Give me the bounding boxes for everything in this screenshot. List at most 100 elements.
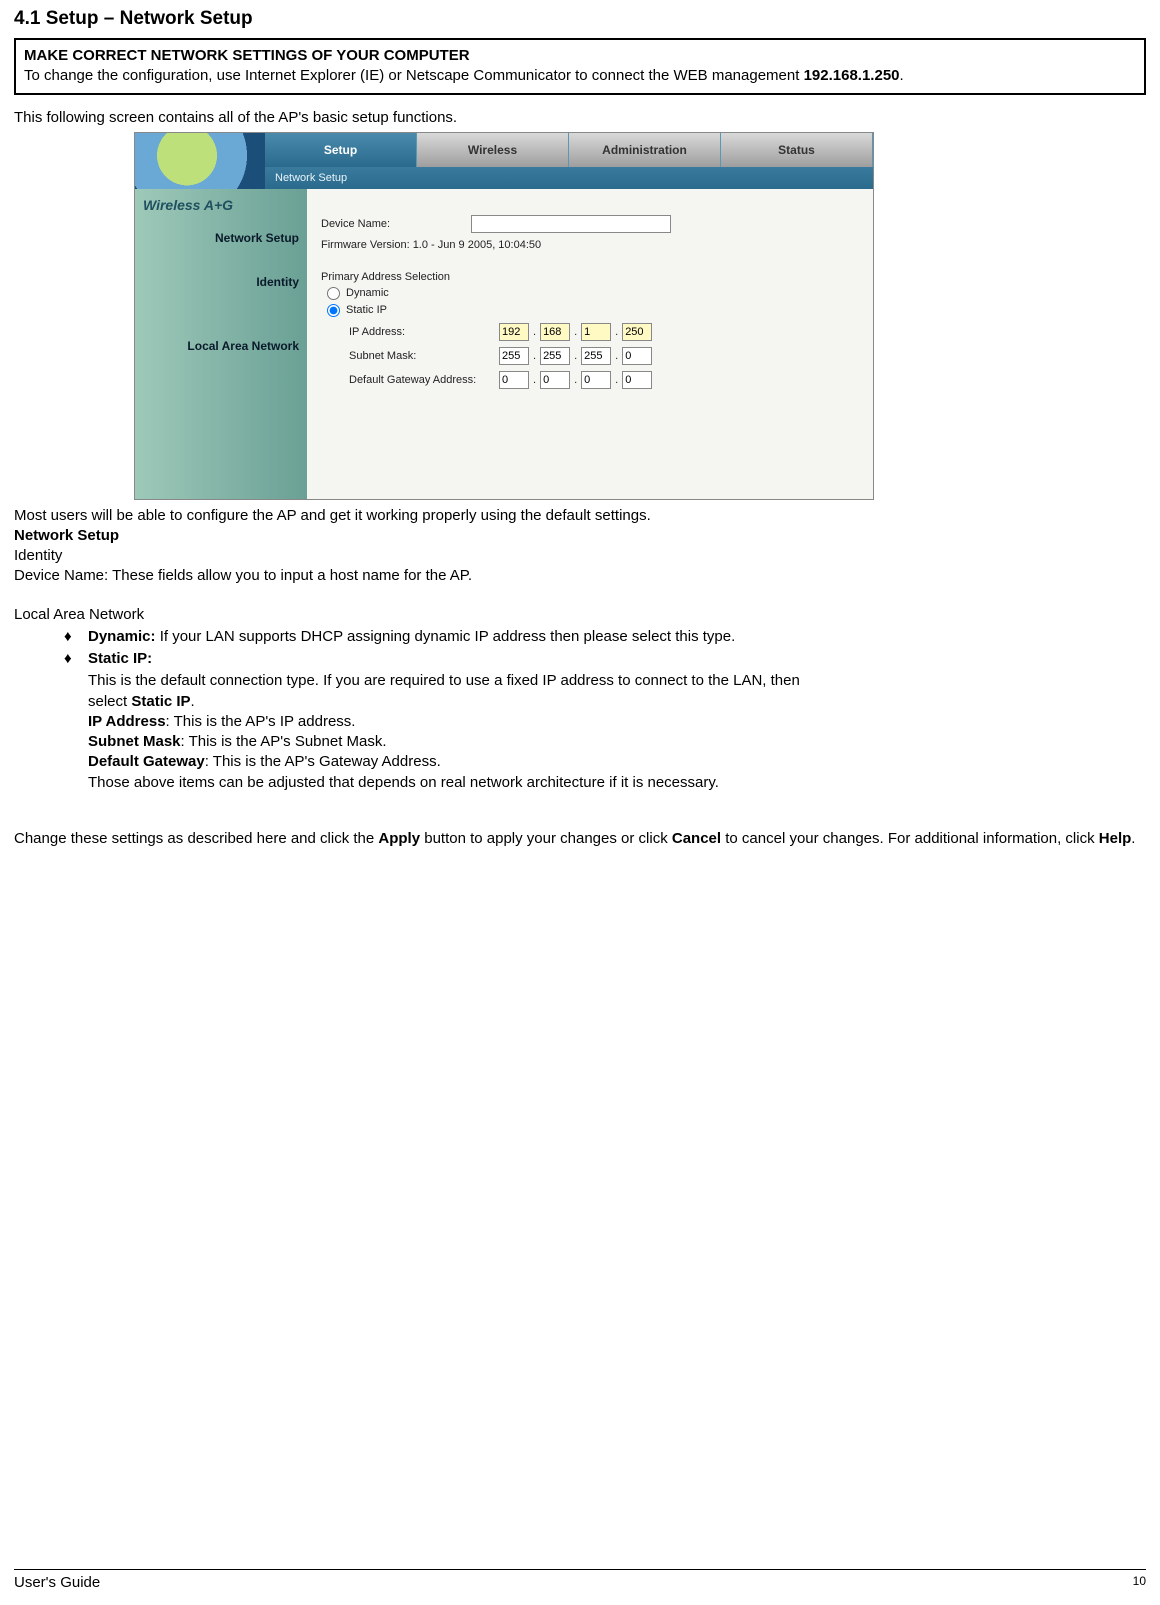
notice-body: To change the configuration, use Interne… bbox=[24, 66, 1136, 86]
tab-setup[interactable]: Setup bbox=[265, 133, 417, 167]
final-line: Change these settings as described here … bbox=[14, 829, 1146, 849]
sub-line1a: This is the default connection type. If … bbox=[88, 671, 1146, 691]
gateway-octet-2[interactable] bbox=[540, 371, 570, 389]
notice-text-a: To change the configuration, use Interne… bbox=[24, 67, 804, 84]
sub-ip: IP Address: This is the AP's IP address. bbox=[88, 712, 1146, 732]
side-identity: Identity bbox=[143, 275, 299, 289]
final-mid1: button to apply your changes or click bbox=[420, 830, 672, 847]
final-cancel: Cancel bbox=[672, 830, 721, 847]
tabs-row: Setup Wireless Administration Status bbox=[265, 133, 873, 167]
sub-sm-rest: : This is the AP's Subnet Mask. bbox=[181, 733, 387, 750]
ip-octet-2[interactable] bbox=[540, 323, 570, 341]
ip-octet-4[interactable] bbox=[622, 323, 652, 341]
side-network-setup: Network Setup bbox=[143, 231, 299, 245]
bullet-static-b: Static IP: bbox=[88, 650, 152, 667]
screenshot-topbar: Setup Wireless Administration Status Net… bbox=[135, 133, 873, 189]
firmware-row: Firmware Version: 1.0 - Jun 9 2005, 10:0… bbox=[321, 239, 859, 251]
final-help: Help bbox=[1099, 830, 1132, 847]
static-radio[interactable] bbox=[327, 304, 340, 317]
screenshot-body: Wireless A+G Network Setup Identity Loca… bbox=[135, 189, 873, 499]
ip-label: IP Address: bbox=[349, 326, 499, 338]
gateway-label: Default Gateway Address: bbox=[349, 374, 499, 386]
dynamic-radio-row: Dynamic bbox=[327, 287, 859, 300]
sub-end: Those above items can be adjusted that d… bbox=[88, 773, 1146, 793]
body-device-name-line: Device Name: These fields allow you to i… bbox=[14, 566, 1146, 586]
body-identity: Identity bbox=[14, 546, 1146, 566]
sub-line1b-bold: Static IP bbox=[131, 693, 190, 710]
static-fields: IP Address: . . . Subnet Mask: . . . bbox=[349, 323, 859, 389]
ip-octet-1[interactable] bbox=[499, 323, 529, 341]
bullet-static: ♦ Static IP: bbox=[64, 649, 1146, 669]
static-radio-row: Static IP bbox=[327, 304, 859, 317]
subnet-octet-1[interactable] bbox=[499, 347, 529, 365]
body-lan-title: Local Area Network bbox=[14, 605, 1146, 625]
final-pre: Change these settings as described here … bbox=[14, 830, 378, 847]
static-radio-label: Static IP bbox=[346, 304, 387, 316]
sub-gw: Default Gateway: This is the AP's Gatewa… bbox=[88, 752, 1146, 772]
notice-ip: 192.168.1.250 bbox=[804, 67, 900, 84]
sub-line1b-pre: select bbox=[88, 693, 131, 710]
screenshot-main-panel: Device Name: Firmware Version: 1.0 - Jun… bbox=[307, 189, 873, 499]
body-network-setup: Network Setup bbox=[14, 527, 119, 544]
sub-line1b: select Static IP. bbox=[88, 692, 1146, 712]
page-number: 10 bbox=[1133, 1574, 1146, 1591]
section-title: 4.1 Setup – Network Setup bbox=[14, 8, 1146, 30]
subnet-octet-4[interactable] bbox=[622, 347, 652, 365]
device-name-input[interactable] bbox=[471, 215, 671, 233]
setup-screenshot: Setup Wireless Administration Status Net… bbox=[134, 132, 874, 500]
notice-title: MAKE CORRECT NETWORK SETTINGS OF YOUR CO… bbox=[24, 46, 1136, 66]
dynamic-radio[interactable] bbox=[327, 287, 340, 300]
screenshot-sidebar: Wireless A+G Network Setup Identity Loca… bbox=[135, 189, 307, 499]
footer-line: User's Guide 10 bbox=[14, 1569, 1146, 1591]
ip-cells: . . . bbox=[499, 323, 652, 341]
bullet-icon: ♦ bbox=[64, 627, 88, 647]
gateway-octet-3[interactable] bbox=[581, 371, 611, 389]
sub-gw-rest: : This is the AP's Gateway Address. bbox=[205, 753, 441, 770]
static-sub: This is the default connection type. If … bbox=[88, 671, 1146, 793]
gateway-octet-1[interactable] bbox=[499, 371, 529, 389]
firmware-label: Firmware Version: 1.0 - Jun 9 2005, 10:0… bbox=[321, 239, 541, 251]
sub-line1b-post: . bbox=[191, 693, 195, 710]
dynamic-radio-label: Dynamic bbox=[346, 287, 389, 299]
bullet-icon: ♦ bbox=[64, 649, 88, 669]
final-mid2: to cancel your changes. For additional i… bbox=[721, 830, 1099, 847]
body-line1: Most users will be able to configure the… bbox=[14, 506, 1146, 526]
bullet-list: ♦ Dynamic: If your LAN supports DHCP ass… bbox=[64, 627, 1146, 670]
bullet-dynamic-b: Dynamic: bbox=[88, 628, 156, 645]
footer-guide: User's Guide bbox=[14, 1574, 100, 1591]
sub-ip-b: IP Address bbox=[88, 713, 166, 730]
side-lan: Local Area Network bbox=[143, 339, 299, 353]
subtab-network-setup[interactable]: Network Setup bbox=[265, 167, 873, 189]
bullet-dynamic-rest: If your LAN supports DHCP assigning dyna… bbox=[156, 628, 736, 645]
bullet-dynamic: ♦ Dynamic: If your LAN supports DHCP ass… bbox=[64, 627, 1146, 647]
subnet-octet-3[interactable] bbox=[581, 347, 611, 365]
sub-sm-b: Subnet Mask bbox=[88, 733, 181, 750]
final-apply: Apply bbox=[378, 830, 420, 847]
wireless-ag-label: Wireless A+G bbox=[143, 197, 299, 213]
subnet-cells: . . . bbox=[499, 347, 652, 365]
primary-address-label: Primary Address Selection bbox=[321, 271, 859, 283]
tabs: Setup Wireless Administration Status Net… bbox=[265, 133, 873, 189]
notice-dot: . bbox=[900, 67, 904, 84]
logo-area bbox=[135, 133, 265, 189]
tab-status[interactable]: Status bbox=[721, 133, 873, 167]
page-footer: User's Guide 10 bbox=[14, 1569, 1146, 1591]
ip-row: IP Address: . . . bbox=[349, 323, 859, 341]
sub-sm: Subnet Mask: This is the AP's Subnet Mas… bbox=[88, 732, 1146, 752]
subnet-octet-2[interactable] bbox=[540, 347, 570, 365]
final-end: . bbox=[1131, 830, 1135, 847]
sub-gw-b: Default Gateway bbox=[88, 753, 205, 770]
device-name-row: Device Name: bbox=[321, 215, 859, 233]
notice-box: MAKE CORRECT NETWORK SETTINGS OF YOUR CO… bbox=[14, 38, 1146, 95]
ip-octet-3[interactable] bbox=[581, 323, 611, 341]
body-content: Most users will be able to configure the… bbox=[14, 506, 1146, 850]
bullet-dynamic-text: Dynamic: If your LAN supports DHCP assig… bbox=[88, 627, 735, 647]
tab-administration[interactable]: Administration bbox=[569, 133, 721, 167]
gateway-cells: . . . bbox=[499, 371, 652, 389]
gateway-octet-4[interactable] bbox=[622, 371, 652, 389]
subnet-row: Subnet Mask: . . . bbox=[349, 347, 859, 365]
intro-text: This following screen contains all of th… bbox=[14, 109, 1146, 126]
device-name-label: Device Name: bbox=[321, 218, 471, 230]
tab-wireless[interactable]: Wireless bbox=[417, 133, 569, 167]
subnet-label: Subnet Mask: bbox=[349, 350, 499, 362]
